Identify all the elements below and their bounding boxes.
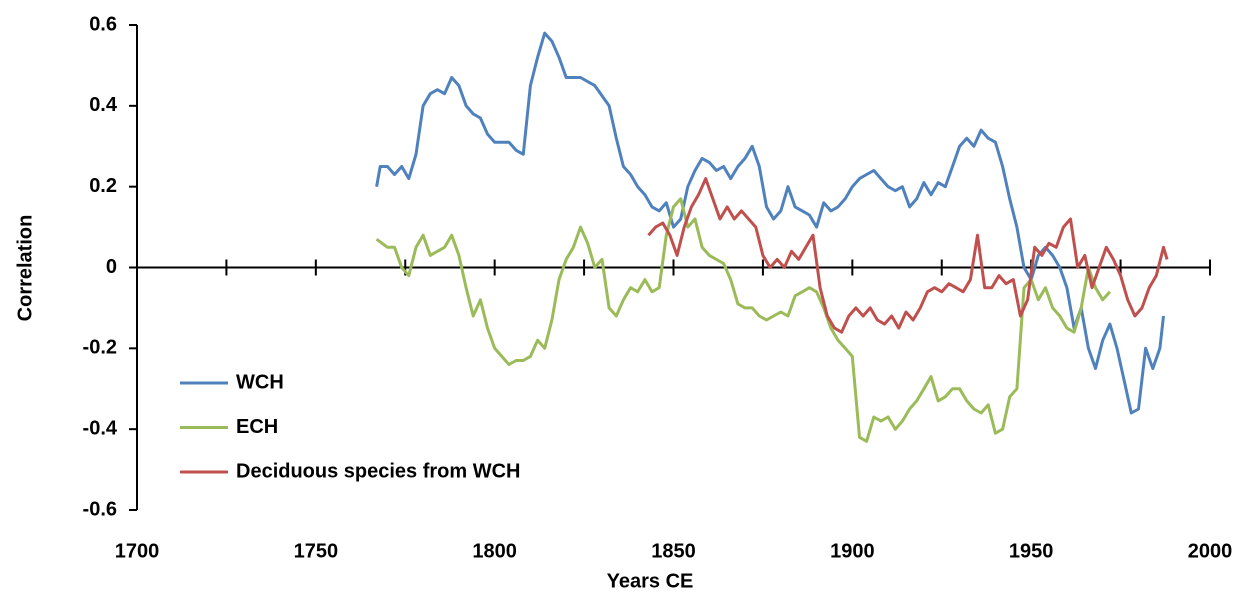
x-axis-label: Years CE — [607, 570, 694, 592]
legend-label: WCH — [236, 371, 284, 393]
legend-label: Deciduous species from WCH — [236, 460, 521, 482]
series-line — [375, 31, 1165, 415]
y-axis-label: Correlation — [14, 215, 36, 322]
y-tick-label: 0.6 — [89, 13, 117, 35]
y-tick-label: -0.6 — [83, 498, 117, 520]
x-tick-label: 1700 — [115, 540, 160, 562]
x-tick-label: 1900 — [830, 540, 875, 562]
y-tick-label: -0.2 — [83, 337, 117, 359]
x-tick-label: 2000 — [1188, 540, 1233, 562]
y-tick-label: 0.4 — [89, 94, 118, 116]
y-tick-label: -0.4 — [83, 417, 118, 439]
x-tick-label: 1800 — [472, 540, 517, 562]
series-line — [647, 177, 1169, 334]
legend-label: ECH — [236, 416, 278, 438]
y-tick-label: 0 — [106, 256, 117, 278]
x-tick-label: 1850 — [651, 540, 696, 562]
x-tick-label: 1950 — [1009, 540, 1054, 562]
y-tick-label: 0.2 — [89, 175, 117, 197]
x-tick-label: 1750 — [294, 540, 339, 562]
series-line — [375, 197, 1112, 443]
